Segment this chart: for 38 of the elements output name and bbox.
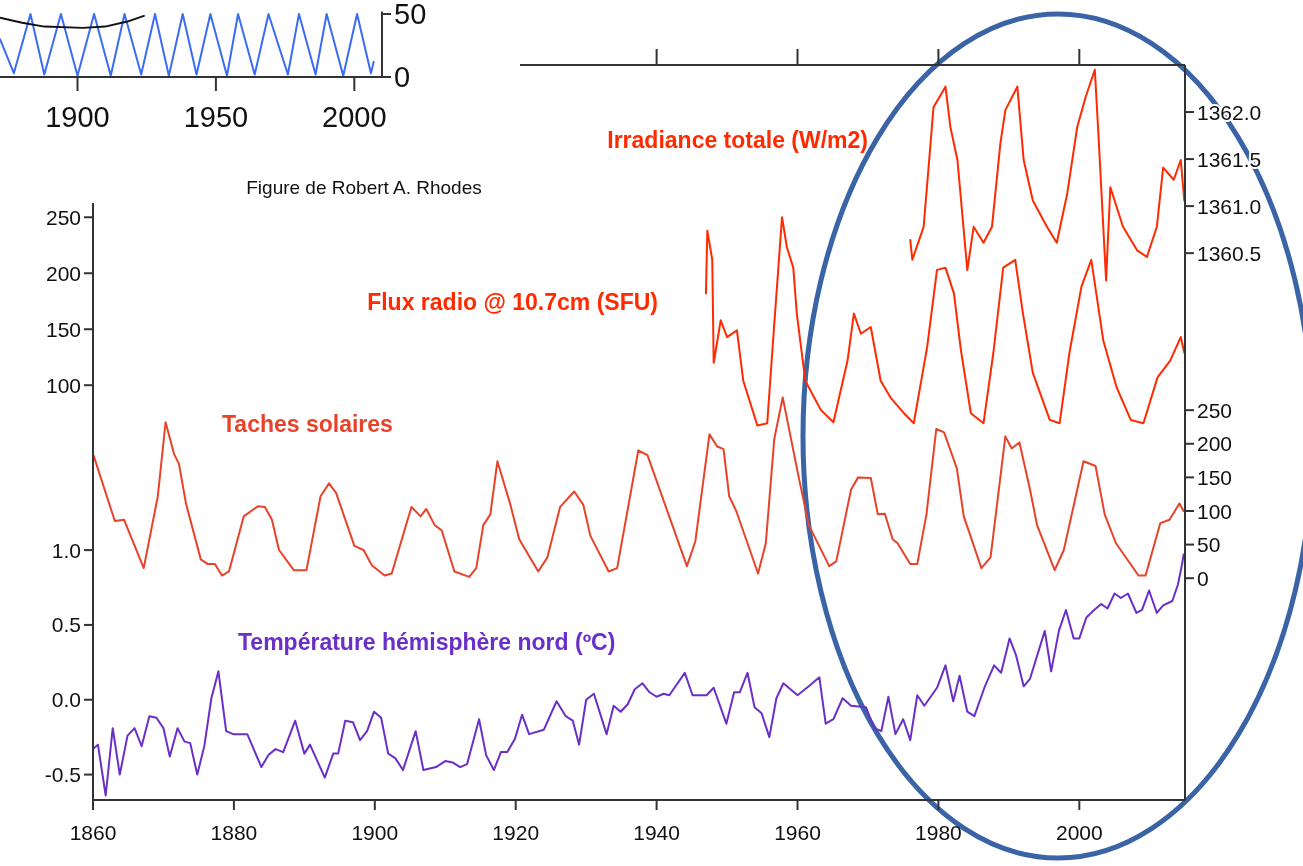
x-tick-label: 1950 bbox=[183, 101, 249, 133]
line-series bbox=[909, 68, 1186, 282]
y2-tick-label: 200 bbox=[1197, 432, 1233, 456]
x-tick-label: 1860 bbox=[69, 821, 117, 844]
annotation: Figure de Robert A. Rhodes bbox=[246, 177, 482, 198]
y2-tick-label: 150 bbox=[1197, 465, 1233, 489]
text: Flux radio @ 10.7cm (SFU) bbox=[367, 289, 658, 315]
y2-tick-label: 100 bbox=[1197, 499, 1233, 523]
x-tick-label: 1900 bbox=[351, 821, 399, 844]
x-tick-label: 2000 bbox=[322, 101, 387, 133]
y-tick-label: 1.0 bbox=[51, 538, 81, 562]
y2-tick-label: 0 bbox=[1197, 566, 1209, 590]
line-series bbox=[92, 396, 1185, 578]
x-tick-label: 1980 bbox=[915, 821, 962, 844]
x-tick-label: 1900 bbox=[45, 101, 110, 133]
y-tick-label: 200 bbox=[45, 261, 81, 285]
y2-tick-label: 1361.0 bbox=[1197, 194, 1262, 218]
y-tick-label: 100 bbox=[45, 373, 81, 397]
y-tick-label: 150 bbox=[45, 317, 81, 341]
y-tick-label: -0.5 bbox=[44, 763, 81, 787]
line-series bbox=[0, 14, 145, 29]
y2-tick-label: 250 bbox=[1197, 398, 1233, 422]
y2-tick-label: 50 bbox=[1197, 533, 1221, 557]
text: Irradiance totale (W/m2) bbox=[607, 127, 868, 153]
line-series bbox=[704, 216, 1186, 427]
y2-tick-label: 1360.5 bbox=[1197, 241, 1262, 265]
x-tick-label: 1940 bbox=[633, 821, 680, 844]
text: Taches solaires bbox=[222, 411, 393, 437]
x-tick-label: 1920 bbox=[492, 821, 540, 844]
x-tick-label: 1960 bbox=[774, 821, 821, 844]
y-tick-label: 0.5 bbox=[51, 613, 81, 637]
x-tick-label: 1880 bbox=[210, 821, 258, 844]
y-tick-label: 0.0 bbox=[51, 688, 81, 712]
line-series bbox=[92, 553, 1185, 797]
y-tick-label: 250 bbox=[45, 205, 81, 229]
x-tick-label: 2000 bbox=[1055, 821, 1103, 844]
series-label: Température hémisphère nord (ºC) bbox=[238, 629, 616, 655]
line-series bbox=[0, 13, 375, 77]
